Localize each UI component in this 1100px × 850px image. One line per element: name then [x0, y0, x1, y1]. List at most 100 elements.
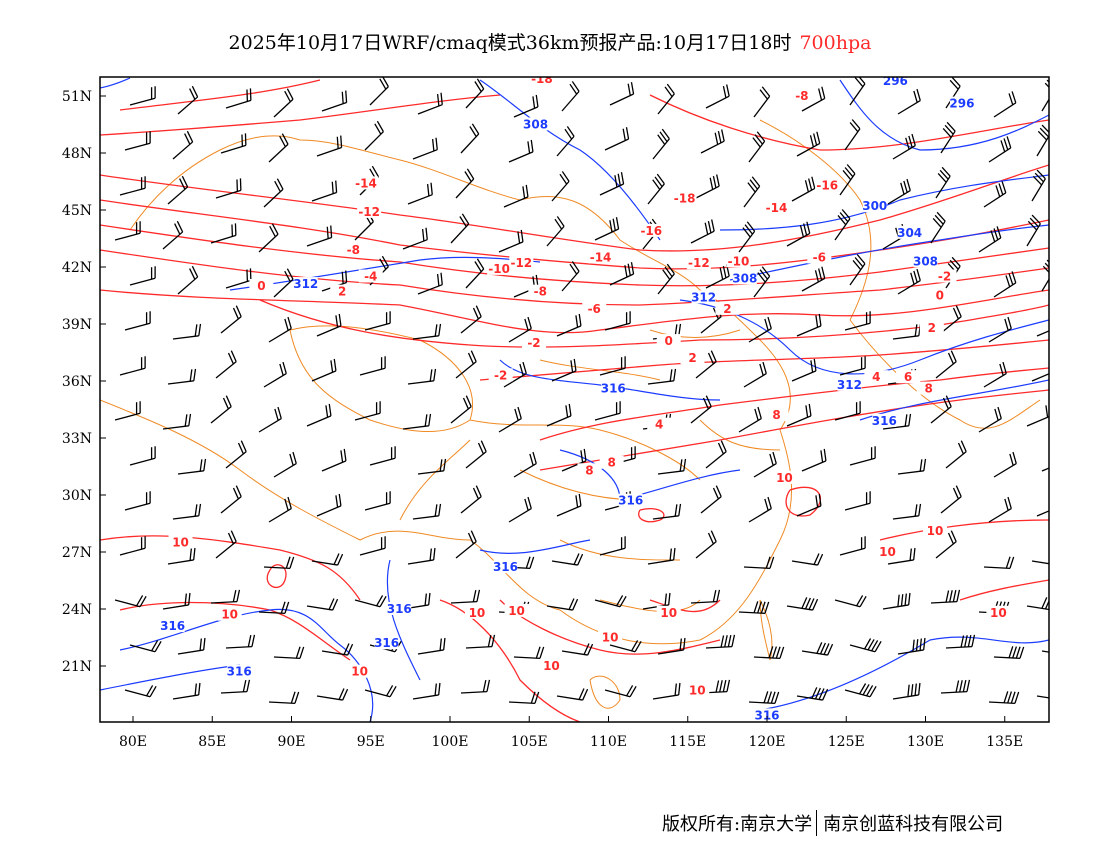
map-title: 2025年10月17日WRF/cmaq模式36km预报产品:10月17日18时 7…	[0, 28, 1100, 55]
label-mask	[588, 250, 613, 264]
wind-barb	[700, 485, 722, 514]
wind-barb	[220, 679, 251, 694]
wind-barb	[220, 133, 247, 154]
wind-barb	[609, 262, 635, 286]
label-mask	[639, 223, 664, 237]
contour-label: 10	[689, 684, 706, 698]
wind-barb	[834, 209, 851, 241]
label-mask	[672, 191, 697, 205]
wind-barb	[657, 263, 675, 295]
wind-barb	[546, 598, 579, 611]
label-mask	[168, 535, 193, 549]
wind-barb	[162, 220, 184, 250]
wind-barb	[604, 311, 631, 331]
wind-barb	[551, 358, 577, 382]
contour-label: 10	[543, 659, 560, 673]
wind-barb	[129, 266, 156, 286]
wind-barb	[225, 634, 256, 649]
label-mask	[599, 455, 624, 469]
wind-barb	[882, 592, 911, 610]
wind-barb	[647, 547, 676, 565]
wind-barb	[450, 589, 481, 604]
wind-barb	[599, 536, 626, 556]
label-mask	[539, 659, 564, 672]
lon-tick-label: 95E	[357, 734, 385, 750]
label-mask	[293, 277, 318, 291]
wind-barb	[513, 451, 537, 478]
wind-barb	[412, 503, 442, 520]
wind-barb	[268, 133, 289, 163]
label-mask	[598, 630, 623, 644]
lat-tick-label: 27N	[62, 545, 92, 561]
wind-barb	[498, 229, 524, 253]
wind-barb	[460, 123, 480, 154]
wind-barb	[513, 94, 539, 118]
footer-divider	[816, 810, 818, 836]
contour-label: 308	[523, 118, 548, 132]
wind-barb	[263, 178, 284, 208]
height-labels: 308 296 296 300 304 308 312 312 308 312 316 316 316 3…	[160, 77, 974, 722]
wind-barb	[844, 311, 871, 331]
contour-label: 8	[607, 456, 615, 470]
wind-barb	[743, 361, 767, 388]
wind-barb	[177, 265, 199, 295]
label-mask	[732, 271, 757, 285]
label-mask	[656, 605, 681, 619]
wind-barb	[849, 77, 866, 106]
lat-tick-label: 45N	[62, 203, 92, 219]
wind-barb	[887, 547, 916, 565]
wind-barb	[321, 643, 354, 656]
wind-barb	[748, 316, 772, 343]
contour-label: 4	[872, 370, 880, 384]
label-mask	[488, 368, 513, 382]
wind-barb	[940, 121, 956, 154]
wind-barb	[210, 589, 241, 604]
wind-barb	[268, 316, 292, 343]
wind-barb	[594, 595, 627, 608]
contour-label: 10	[927, 524, 944, 538]
wind-barb	[546, 216, 565, 247]
wind-barb	[892, 503, 922, 520]
contour-label: 316	[872, 414, 897, 428]
wind-barb	[498, 406, 522, 433]
contour-label: 10	[602, 631, 619, 645]
height-contours	[100, 77, 1049, 722]
wind-barb	[220, 485, 242, 514]
wind-barb	[311, 180, 338, 202]
contour-label: 296	[949, 97, 974, 111]
wind-barb	[556, 688, 589, 701]
contour-label: -12	[358, 205, 380, 219]
wind-barb	[844, 491, 871, 511]
contour-label: -4	[364, 270, 377, 284]
wind-barb	[897, 88, 921, 115]
wind-barb	[652, 128, 670, 160]
contour-label: 316	[618, 494, 643, 508]
wind-barb	[369, 446, 396, 466]
contour-label: 4	[655, 418, 663, 432]
wind-barb	[258, 406, 282, 433]
wind-barb	[1036, 124, 1049, 157]
wind-barb	[460, 485, 482, 514]
wind-barb	[508, 691, 540, 705]
wind-barb	[167, 368, 197, 385]
contour-label: 6	[904, 370, 912, 384]
wind-barb	[321, 90, 348, 112]
label-mask	[807, 250, 832, 264]
wind-barb	[359, 356, 386, 376]
wind-barb	[306, 225, 333, 247]
wind-barb	[594, 217, 620, 241]
label-mask	[986, 605, 1011, 619]
wind-barb	[263, 556, 295, 570]
label-mask	[358, 269, 383, 283]
wind-barb	[796, 313, 822, 337]
label-mask	[789, 89, 814, 102]
wind-barb	[983, 556, 1015, 570]
lat-tick-label: 51N	[62, 89, 92, 105]
label-mask	[528, 284, 553, 298]
wind-barb	[786, 597, 819, 611]
wind-barb	[609, 640, 642, 653]
contour-label: -8	[347, 243, 360, 257]
wind-barb	[657, 458, 687, 475]
wind-barb	[402, 227, 428, 250]
wind-barb	[114, 221, 141, 241]
